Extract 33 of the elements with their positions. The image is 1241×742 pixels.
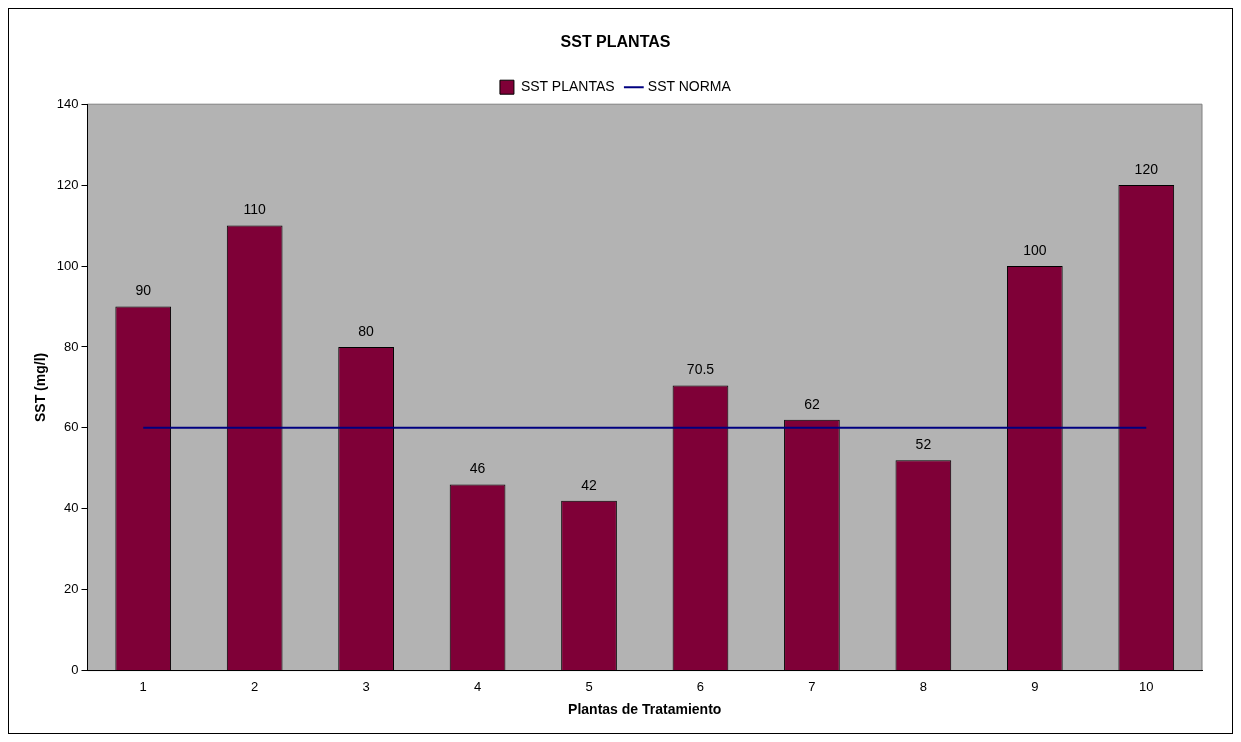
- legend-label: SST NORMA: [647, 78, 732, 95]
- data-label: 42: [581, 476, 598, 493]
- x-tick-label: 2: [251, 678, 259, 694]
- y-tick-label: 40: [64, 500, 79, 516]
- data-label: 90: [135, 282, 152, 299]
- y-tick-label: 80: [64, 338, 79, 354]
- x-tick-label: 9: [1031, 678, 1039, 694]
- data-label: 80: [358, 322, 375, 339]
- y-tick-label: 140: [56, 95, 79, 111]
- data-label: 62: [804, 395, 820, 412]
- x-axis-title: Plantas de Tratamiento: [568, 701, 722, 718]
- x-tick-label: 3: [362, 678, 370, 694]
- x-tick-label: 8: [919, 678, 927, 694]
- data-label: 70.5: [686, 361, 715, 378]
- x-tick-label: 4: [473, 678, 482, 694]
- x-tick-label: 10: [1139, 678, 1154, 694]
- legend-label: SST PLANTAS: [520, 78, 615, 95]
- data-label: 100: [1023, 241, 1047, 258]
- y-tick-label: 0: [71, 662, 79, 678]
- chart-title: SST PLANTAS: [560, 33, 671, 51]
- y-tick-label: 20: [64, 581, 79, 597]
- x-tick-label: 7: [808, 678, 816, 694]
- x-tick-label: 5: [585, 678, 593, 694]
- data-label: 110: [243, 201, 267, 218]
- data-label: 120: [1134, 160, 1159, 177]
- y-tick-label: 100: [56, 257, 79, 273]
- x-tick-label: 1: [139, 678, 147, 694]
- y-axis-title: SST (mg/l): [32, 352, 49, 423]
- data-label: 52: [915, 436, 932, 453]
- data-label: 46: [469, 460, 486, 477]
- y-tick-label: 60: [64, 419, 79, 435]
- y-tick-label: 120: [56, 176, 79, 192]
- x-tick-label: 6: [696, 678, 705, 694]
